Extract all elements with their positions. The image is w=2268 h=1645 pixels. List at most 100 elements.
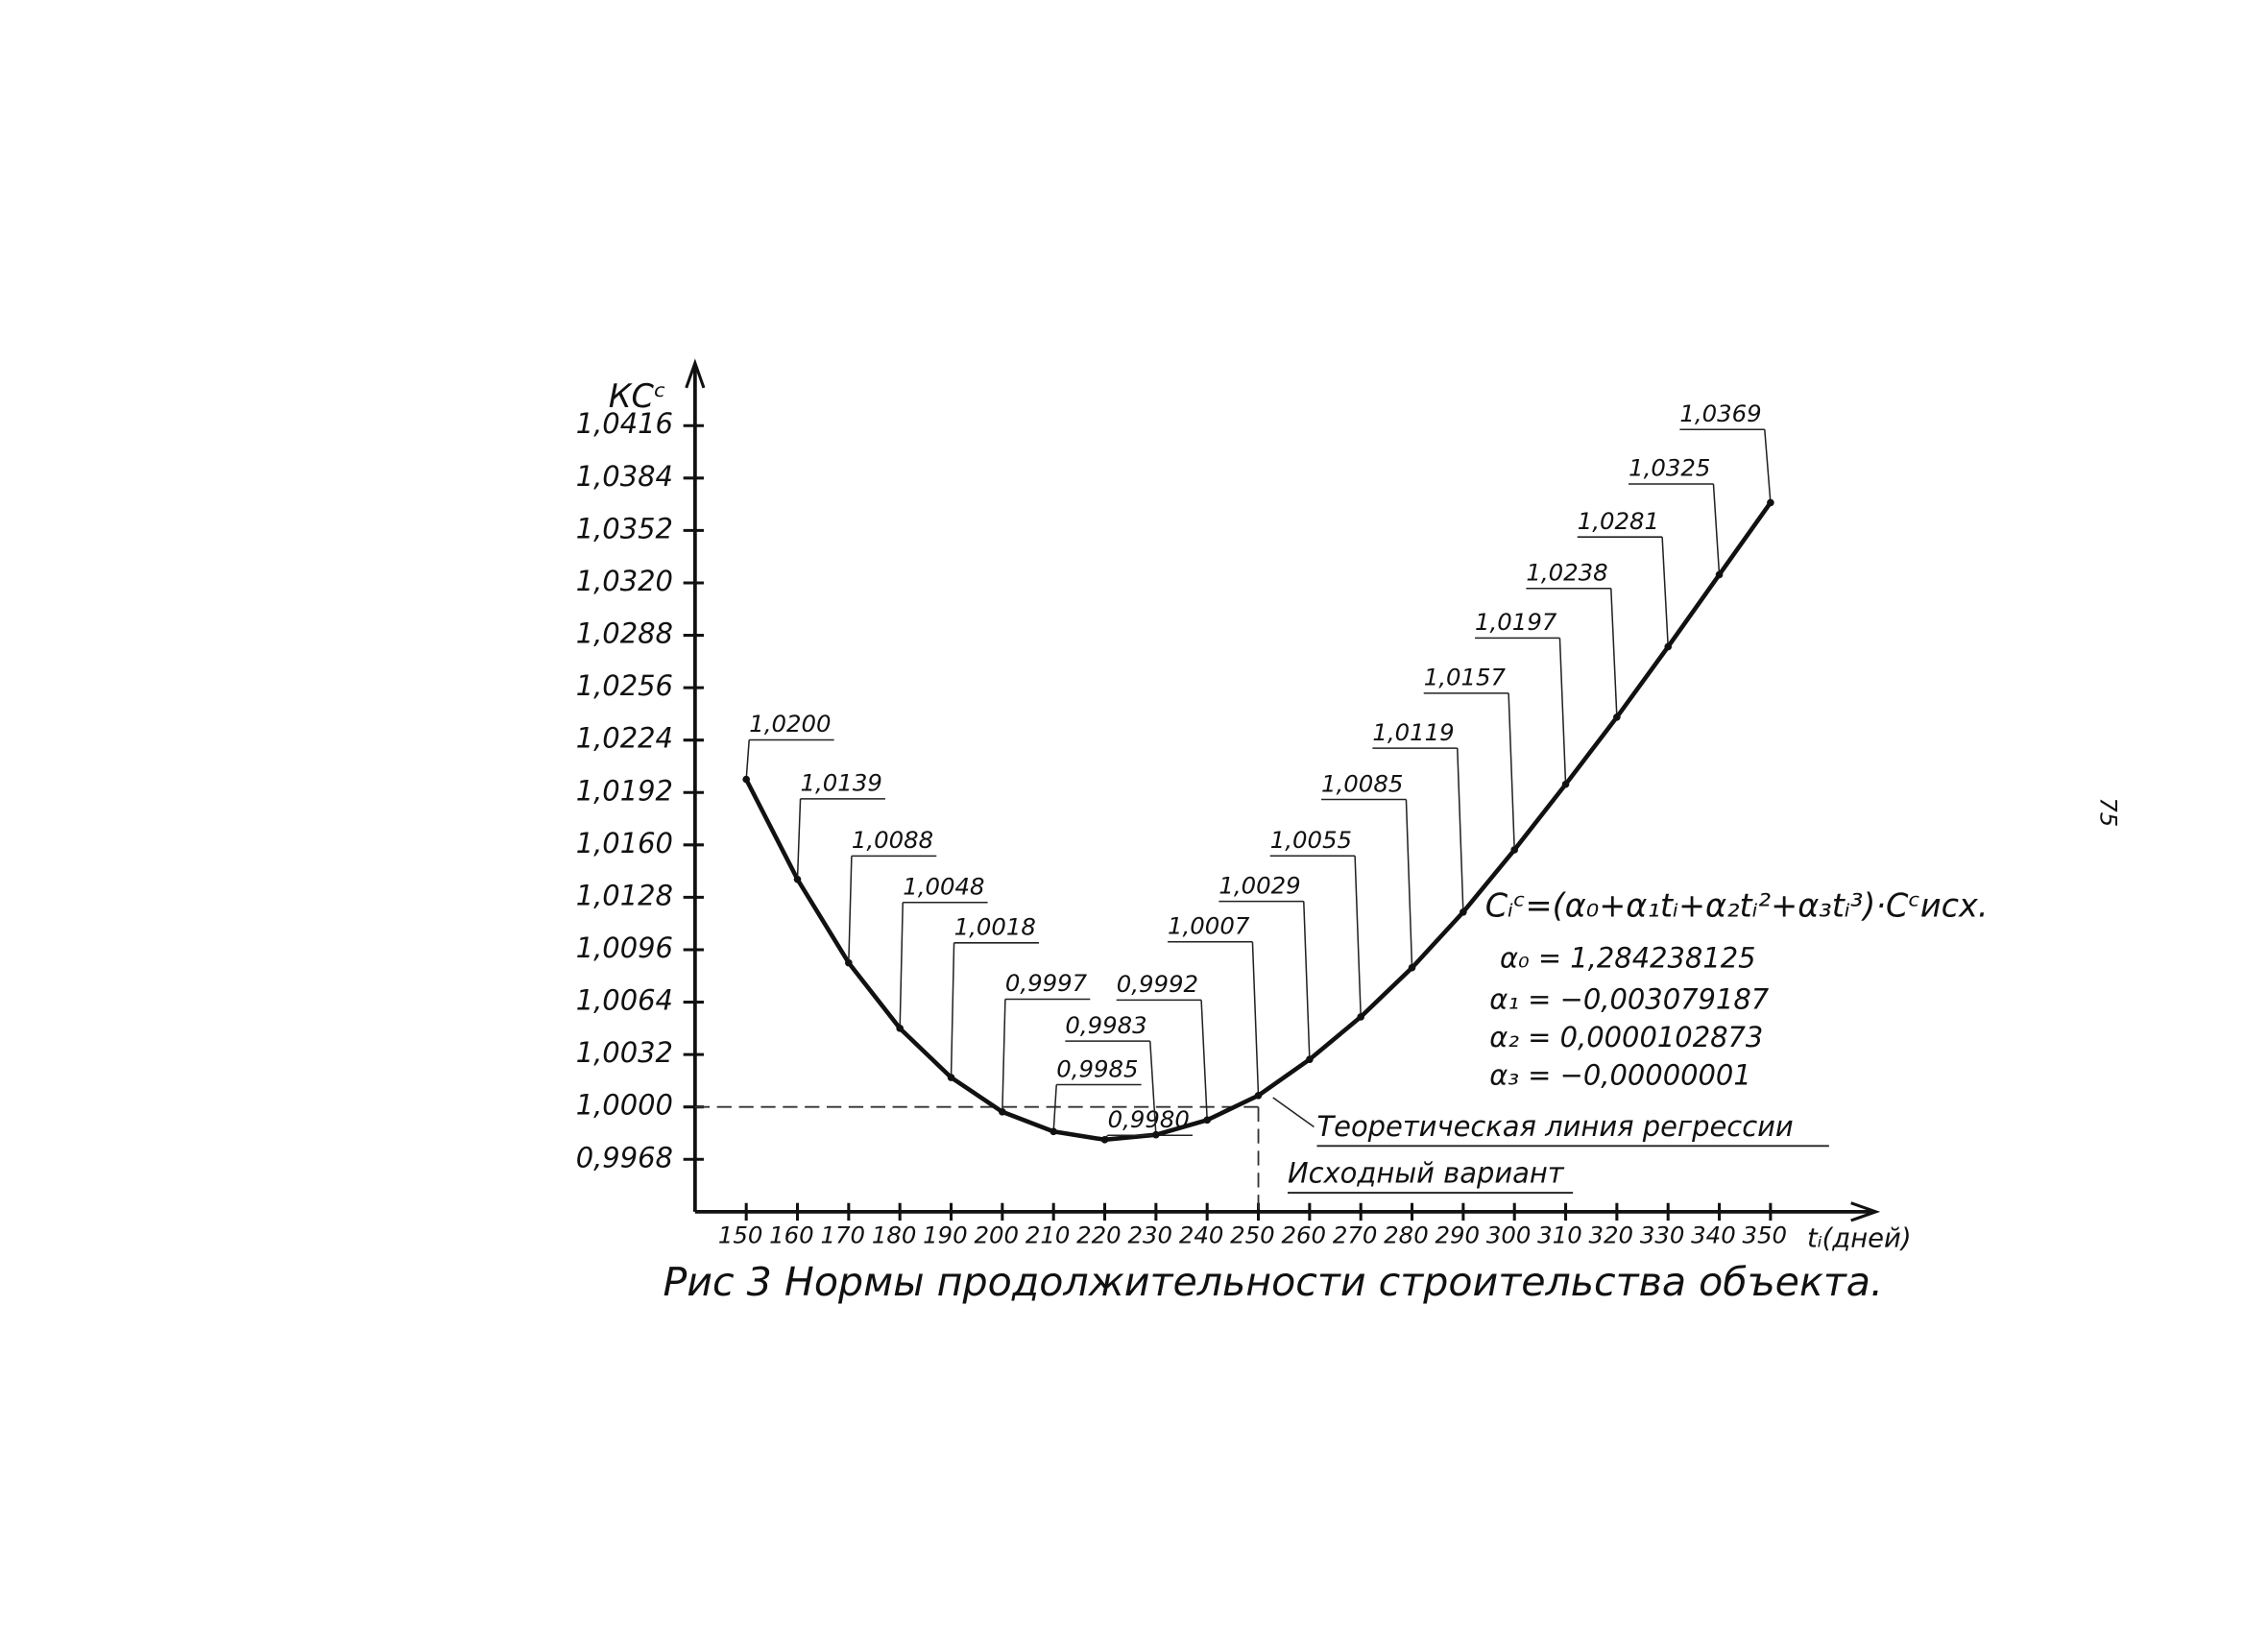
x-tick-label: 330 [1640, 1222, 1685, 1249]
y-tick-label: 0,9968 [576, 1141, 673, 1173]
x-tick-label: 260 [1282, 1222, 1327, 1249]
point [1664, 642, 1673, 651]
y-tick-label: 1,0064 [576, 984, 673, 1017]
x-tick-label: 240 [1179, 1222, 1224, 1249]
x-tick-label: 250 [1230, 1222, 1275, 1249]
value-label: 1,0029 [1218, 871, 1300, 899]
label-leader [950, 942, 1039, 1078]
label-leader [1372, 747, 1464, 912]
formula: Cᵢᶜ=(α₀+α₁tᵢ+α₂tᵢ²+α₃tᵢ³)·Cᶜисх. [1485, 886, 1989, 924]
x-tick-label: 270 [1333, 1222, 1378, 1249]
x-tick-label: 170 [820, 1222, 865, 1249]
value-label: 1,0325 [1629, 454, 1710, 482]
label-leader [796, 798, 885, 880]
point [742, 775, 750, 784]
value-label: 1,0139 [801, 769, 882, 797]
point [1100, 1136, 1109, 1144]
x-tick-label: 150 [718, 1222, 763, 1249]
label-leader [1577, 536, 1669, 647]
value-label: 1,0048 [903, 873, 984, 901]
x-tick-label: 190 [923, 1222, 968, 1249]
label-leader [1218, 900, 1311, 1060]
y-tick-label: 1,0416 [576, 407, 673, 440]
x-tick-label: 290 [1436, 1222, 1481, 1249]
point [1050, 1127, 1057, 1136]
x-axis-label: tᵢ(дней) [1807, 1223, 1912, 1253]
value-label: 0,9997 [1005, 969, 1088, 997]
point [947, 1074, 955, 1081]
point [1613, 714, 1621, 721]
y-tick-label: 1,0256 [576, 669, 673, 702]
value-label: 1,0197 [1475, 608, 1557, 636]
x-tick-label: 350 [1743, 1222, 1788, 1249]
point [1306, 1055, 1314, 1064]
y-tick-label: 1,0096 [576, 931, 673, 964]
point [896, 1025, 904, 1032]
value-label: 0,9983 [1065, 1011, 1146, 1039]
point [1152, 1130, 1160, 1139]
x-tick-label: 320 [1589, 1222, 1634, 1249]
y-tick-label: 1,0320 [576, 565, 673, 597]
value-label: 1,0088 [852, 826, 933, 854]
point [1715, 570, 1724, 579]
x-tick-label: 280 [1384, 1222, 1429, 1249]
x-tick-label: 310 [1537, 1222, 1582, 1249]
page-number: 75 [2094, 797, 2122, 827]
y-tick-label: 1,0224 [576, 722, 673, 755]
value-label: 1,0281 [1578, 507, 1659, 535]
x-tick-label: 230 [1127, 1222, 1172, 1249]
y-tick-label: 1,0160 [576, 827, 673, 859]
x-tick-label: 180 [872, 1222, 917, 1249]
label-leader [1526, 587, 1618, 717]
value-label: 1,0018 [954, 913, 1036, 941]
y-tick-label: 1,0288 [576, 617, 673, 650]
y-tick-label: 1,0128 [576, 879, 673, 911]
label-leader [1423, 692, 1515, 850]
y-tick-label: 1,0384 [576, 460, 673, 493]
x-tick-label: 340 [1691, 1222, 1736, 1249]
y-arrow [685, 358, 706, 389]
point [1767, 498, 1774, 507]
label-leader [1168, 940, 1260, 1096]
y-tick-label: 1,0032 [576, 1036, 673, 1069]
y-tick-label: 1,0000 [576, 1089, 673, 1122]
value-label: 1,0238 [1526, 558, 1607, 586]
label-leader [1269, 855, 1362, 1017]
label-leader [1116, 999, 1208, 1121]
point [1357, 1013, 1365, 1021]
point [1460, 907, 1467, 916]
y-axis-label: КСᶜ [609, 377, 666, 415]
value-label: 1,0200 [749, 710, 831, 738]
label-leader [745, 738, 834, 780]
point [1203, 1116, 1212, 1125]
label-leader [1001, 998, 1091, 1112]
label-leader [1679, 428, 1772, 503]
point [1561, 780, 1570, 788]
point [1408, 963, 1416, 972]
label-leader [1321, 798, 1413, 968]
point [1254, 1091, 1263, 1100]
legend-label: Теоретическая линия регрессии [1316, 1110, 1793, 1143]
caption: Рис 3 Нормы продолжительности строительс… [663, 1259, 1883, 1305]
value-label: 0,9985 [1056, 1054, 1138, 1082]
x-tick-label: 300 [1486, 1222, 1532, 1249]
x-tick-label: 210 [1025, 1222, 1071, 1249]
formula: α₃ = −0,00000001 [1489, 1059, 1750, 1092]
legend-label: Исходный вариант [1288, 1157, 1565, 1190]
x-tick-label: 220 [1076, 1222, 1122, 1249]
value-label: 1,0119 [1372, 718, 1454, 746]
value-label: 1,0369 [1679, 399, 1761, 427]
value-label: 1,0085 [1321, 769, 1403, 797]
value-label: 0,9992 [1117, 970, 1198, 998]
label-leader [1629, 483, 1721, 575]
formula: α₂ = 0,0000102873 [1489, 1021, 1763, 1053]
legend-leader [1272, 1097, 1315, 1128]
value-label: 1,0157 [1424, 664, 1507, 691]
y-tick-label: 1,0192 [576, 774, 673, 807]
y-tick-label: 1,0352 [576, 512, 673, 544]
label-leader [848, 855, 937, 963]
value-label: 1,0007 [1168, 912, 1250, 940]
point [1510, 846, 1519, 854]
point [793, 875, 802, 883]
x-arrow [1850, 1201, 1881, 1222]
